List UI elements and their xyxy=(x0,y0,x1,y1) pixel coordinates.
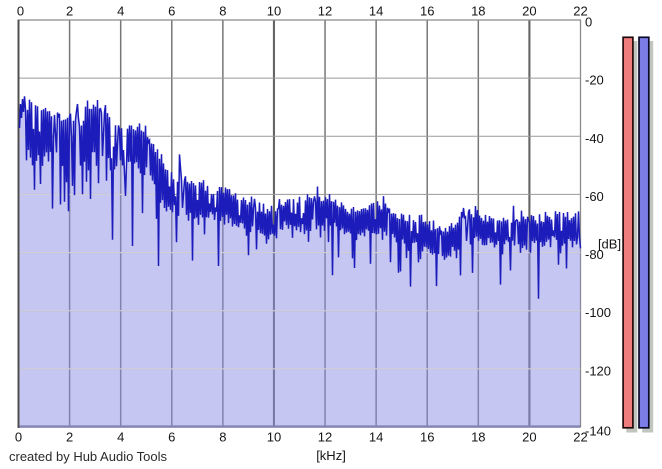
svg-text:-20: -20 xyxy=(585,73,604,88)
svg-text:[kHz]: [kHz] xyxy=(316,448,346,463)
svg-text:0: 0 xyxy=(15,430,22,445)
svg-text:8: 8 xyxy=(219,430,226,445)
svg-text:0: 0 xyxy=(585,15,592,30)
svg-text:-60: -60 xyxy=(585,189,604,204)
svg-text:6: 6 xyxy=(168,430,175,445)
svg-text:2: 2 xyxy=(66,430,73,445)
svg-text:12: 12 xyxy=(318,430,332,445)
svg-text:[dB]: [dB] xyxy=(598,237,621,252)
svg-text:6: 6 xyxy=(168,4,175,19)
svg-text:-40: -40 xyxy=(585,131,604,146)
svg-text:16: 16 xyxy=(420,430,434,445)
svg-text:created by Hub Audio Tools: created by Hub Audio Tools xyxy=(9,449,168,464)
svg-text:4: 4 xyxy=(117,4,124,19)
svg-text:12: 12 xyxy=(318,4,332,19)
svg-text:20: 20 xyxy=(522,430,536,445)
svg-text:22: 22 xyxy=(573,430,587,445)
svg-text:20: 20 xyxy=(522,4,536,19)
svg-text:10: 10 xyxy=(267,4,281,19)
svg-text:0: 0 xyxy=(17,4,24,19)
svg-text:-80: -80 xyxy=(585,247,604,262)
svg-text:-100: -100 xyxy=(585,305,611,320)
svg-text:14: 14 xyxy=(369,4,383,19)
svg-text:-120: -120 xyxy=(585,363,611,378)
svg-text:14: 14 xyxy=(369,430,383,445)
svg-text:-140: -140 xyxy=(585,424,611,439)
svg-text:18: 18 xyxy=(471,4,485,19)
svg-text:8: 8 xyxy=(219,4,226,19)
svg-text:16: 16 xyxy=(420,4,434,19)
svg-text:2: 2 xyxy=(66,4,73,19)
svg-text:10: 10 xyxy=(267,430,281,445)
svg-text:4: 4 xyxy=(117,430,124,445)
svg-text:22: 22 xyxy=(573,4,587,19)
svg-text:18: 18 xyxy=(471,430,485,445)
